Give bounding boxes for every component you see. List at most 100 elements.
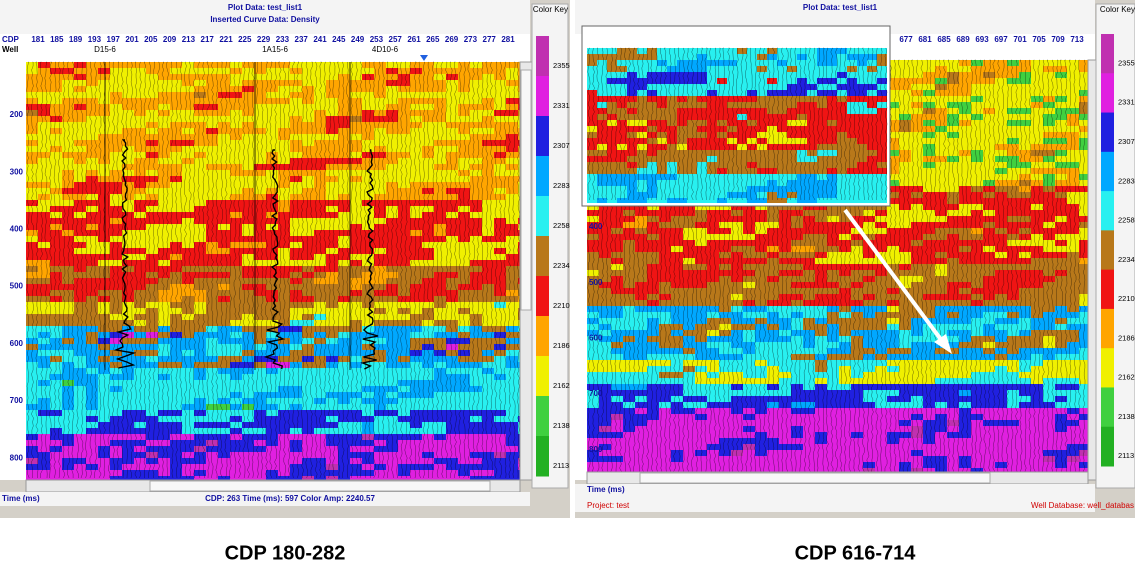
seismic-cell	[110, 416, 122, 422]
seismic-cell	[1067, 294, 1079, 300]
seismic-cell	[290, 188, 302, 194]
seismic-cell	[302, 170, 314, 176]
seismic-cell	[410, 104, 422, 110]
seismic-cell	[50, 74, 62, 80]
seismic-cell	[935, 246, 947, 252]
left-h-scroll-thumb[interactable]	[150, 481, 490, 491]
seismic-cell	[959, 240, 971, 246]
seismic-cell	[194, 410, 206, 416]
seismic-cell	[218, 260, 230, 266]
seismic-cell	[242, 140, 254, 146]
seismic-cell	[470, 302, 482, 308]
seismic-cell	[410, 194, 422, 200]
seismic-cell	[326, 356, 338, 362]
seismic-cell	[434, 296, 446, 302]
seismic-cell	[194, 284, 206, 290]
seismic-cell	[959, 174, 971, 180]
seismic-cell	[38, 164, 50, 170]
seismic-cell	[434, 308, 446, 314]
seismic-cell	[446, 398, 458, 404]
seismic-cell	[218, 284, 230, 290]
seismic-cell	[1007, 228, 1019, 234]
seismic-cell	[386, 476, 398, 480]
seismic-cell	[218, 458, 230, 464]
seismic-cell	[887, 246, 899, 252]
seismic-cell	[326, 146, 338, 152]
seismic-cell	[779, 270, 791, 276]
seismic-cell	[326, 128, 338, 134]
seismic-cell	[398, 356, 410, 362]
seismic-cell	[314, 338, 326, 344]
seismic-cell	[374, 440, 386, 446]
seismic-cell	[362, 224, 374, 230]
seismic-cell	[122, 476, 134, 480]
seismic-cell	[230, 116, 242, 122]
seismic-cell	[1031, 90, 1043, 96]
seismic-cell	[86, 134, 98, 140]
seismic-cell	[506, 278, 518, 284]
left-v-scroll-thumb[interactable]	[521, 70, 531, 310]
seismic-cell	[434, 254, 446, 260]
seismic-cell	[218, 182, 230, 188]
seismic-cell	[74, 422, 86, 428]
seismic-cell	[743, 306, 755, 312]
seismic-cell	[182, 326, 194, 332]
seismic-cell	[38, 476, 50, 480]
seismic-cell	[254, 326, 266, 332]
seismic-cell	[242, 278, 254, 284]
seismic-cell	[482, 230, 494, 236]
seismic-cell	[254, 332, 266, 338]
seismic-cell	[707, 240, 719, 246]
seismic-cell	[398, 80, 410, 86]
seismic-cell	[146, 464, 158, 470]
seismic-cell	[911, 288, 923, 294]
seismic-cell	[362, 458, 374, 464]
seismic-cell	[74, 152, 86, 158]
seismic-cell	[158, 356, 170, 362]
seismic-cell	[506, 446, 518, 452]
seismic-cell	[362, 404, 374, 410]
seismic-cell	[971, 282, 983, 288]
seismic-cell	[887, 252, 899, 258]
seismic-cell	[50, 164, 62, 170]
seismic-cell	[146, 128, 158, 134]
seismic-cell	[851, 240, 863, 246]
seismic-cell	[1031, 120, 1043, 126]
seismic-cell	[302, 422, 314, 428]
seismic-cell	[506, 182, 518, 188]
seismic-cell	[791, 222, 803, 228]
seismic-cell	[707, 330, 719, 336]
seismic-cell	[398, 128, 410, 134]
seismic-cell	[398, 170, 410, 176]
seismic-cell	[470, 296, 482, 302]
seismic-cell	[923, 342, 935, 348]
seismic-cell	[1031, 306, 1043, 312]
seismic-cell	[434, 362, 446, 368]
seismic-cell	[410, 68, 422, 74]
seismic-cell	[899, 336, 911, 342]
seismic-cell	[326, 470, 338, 476]
seismic-cell	[182, 242, 194, 248]
seismic-cell	[254, 272, 266, 278]
seismic-cell	[362, 146, 374, 152]
seismic-cell	[170, 458, 182, 464]
seismic-cell	[182, 404, 194, 410]
seismic-cell	[326, 350, 338, 356]
seismic-cell	[434, 428, 446, 434]
seismic-cell	[266, 380, 278, 386]
seismic-cell	[374, 380, 386, 386]
seismic-cell	[218, 434, 230, 440]
seismic-cell	[398, 62, 410, 68]
seismic-cell	[398, 200, 410, 206]
seismic-cell	[470, 374, 482, 380]
seismic-cell	[1031, 168, 1043, 174]
seismic-cell	[470, 356, 482, 362]
seismic-cell	[1067, 168, 1079, 174]
seismic-cell	[779, 294, 791, 300]
seismic-cell	[110, 218, 122, 224]
seismic-cell	[254, 422, 266, 428]
seismic-cell	[863, 222, 875, 228]
seismic-cell	[398, 314, 410, 320]
seismic-cell	[434, 128, 446, 134]
seismic-cell	[302, 194, 314, 200]
